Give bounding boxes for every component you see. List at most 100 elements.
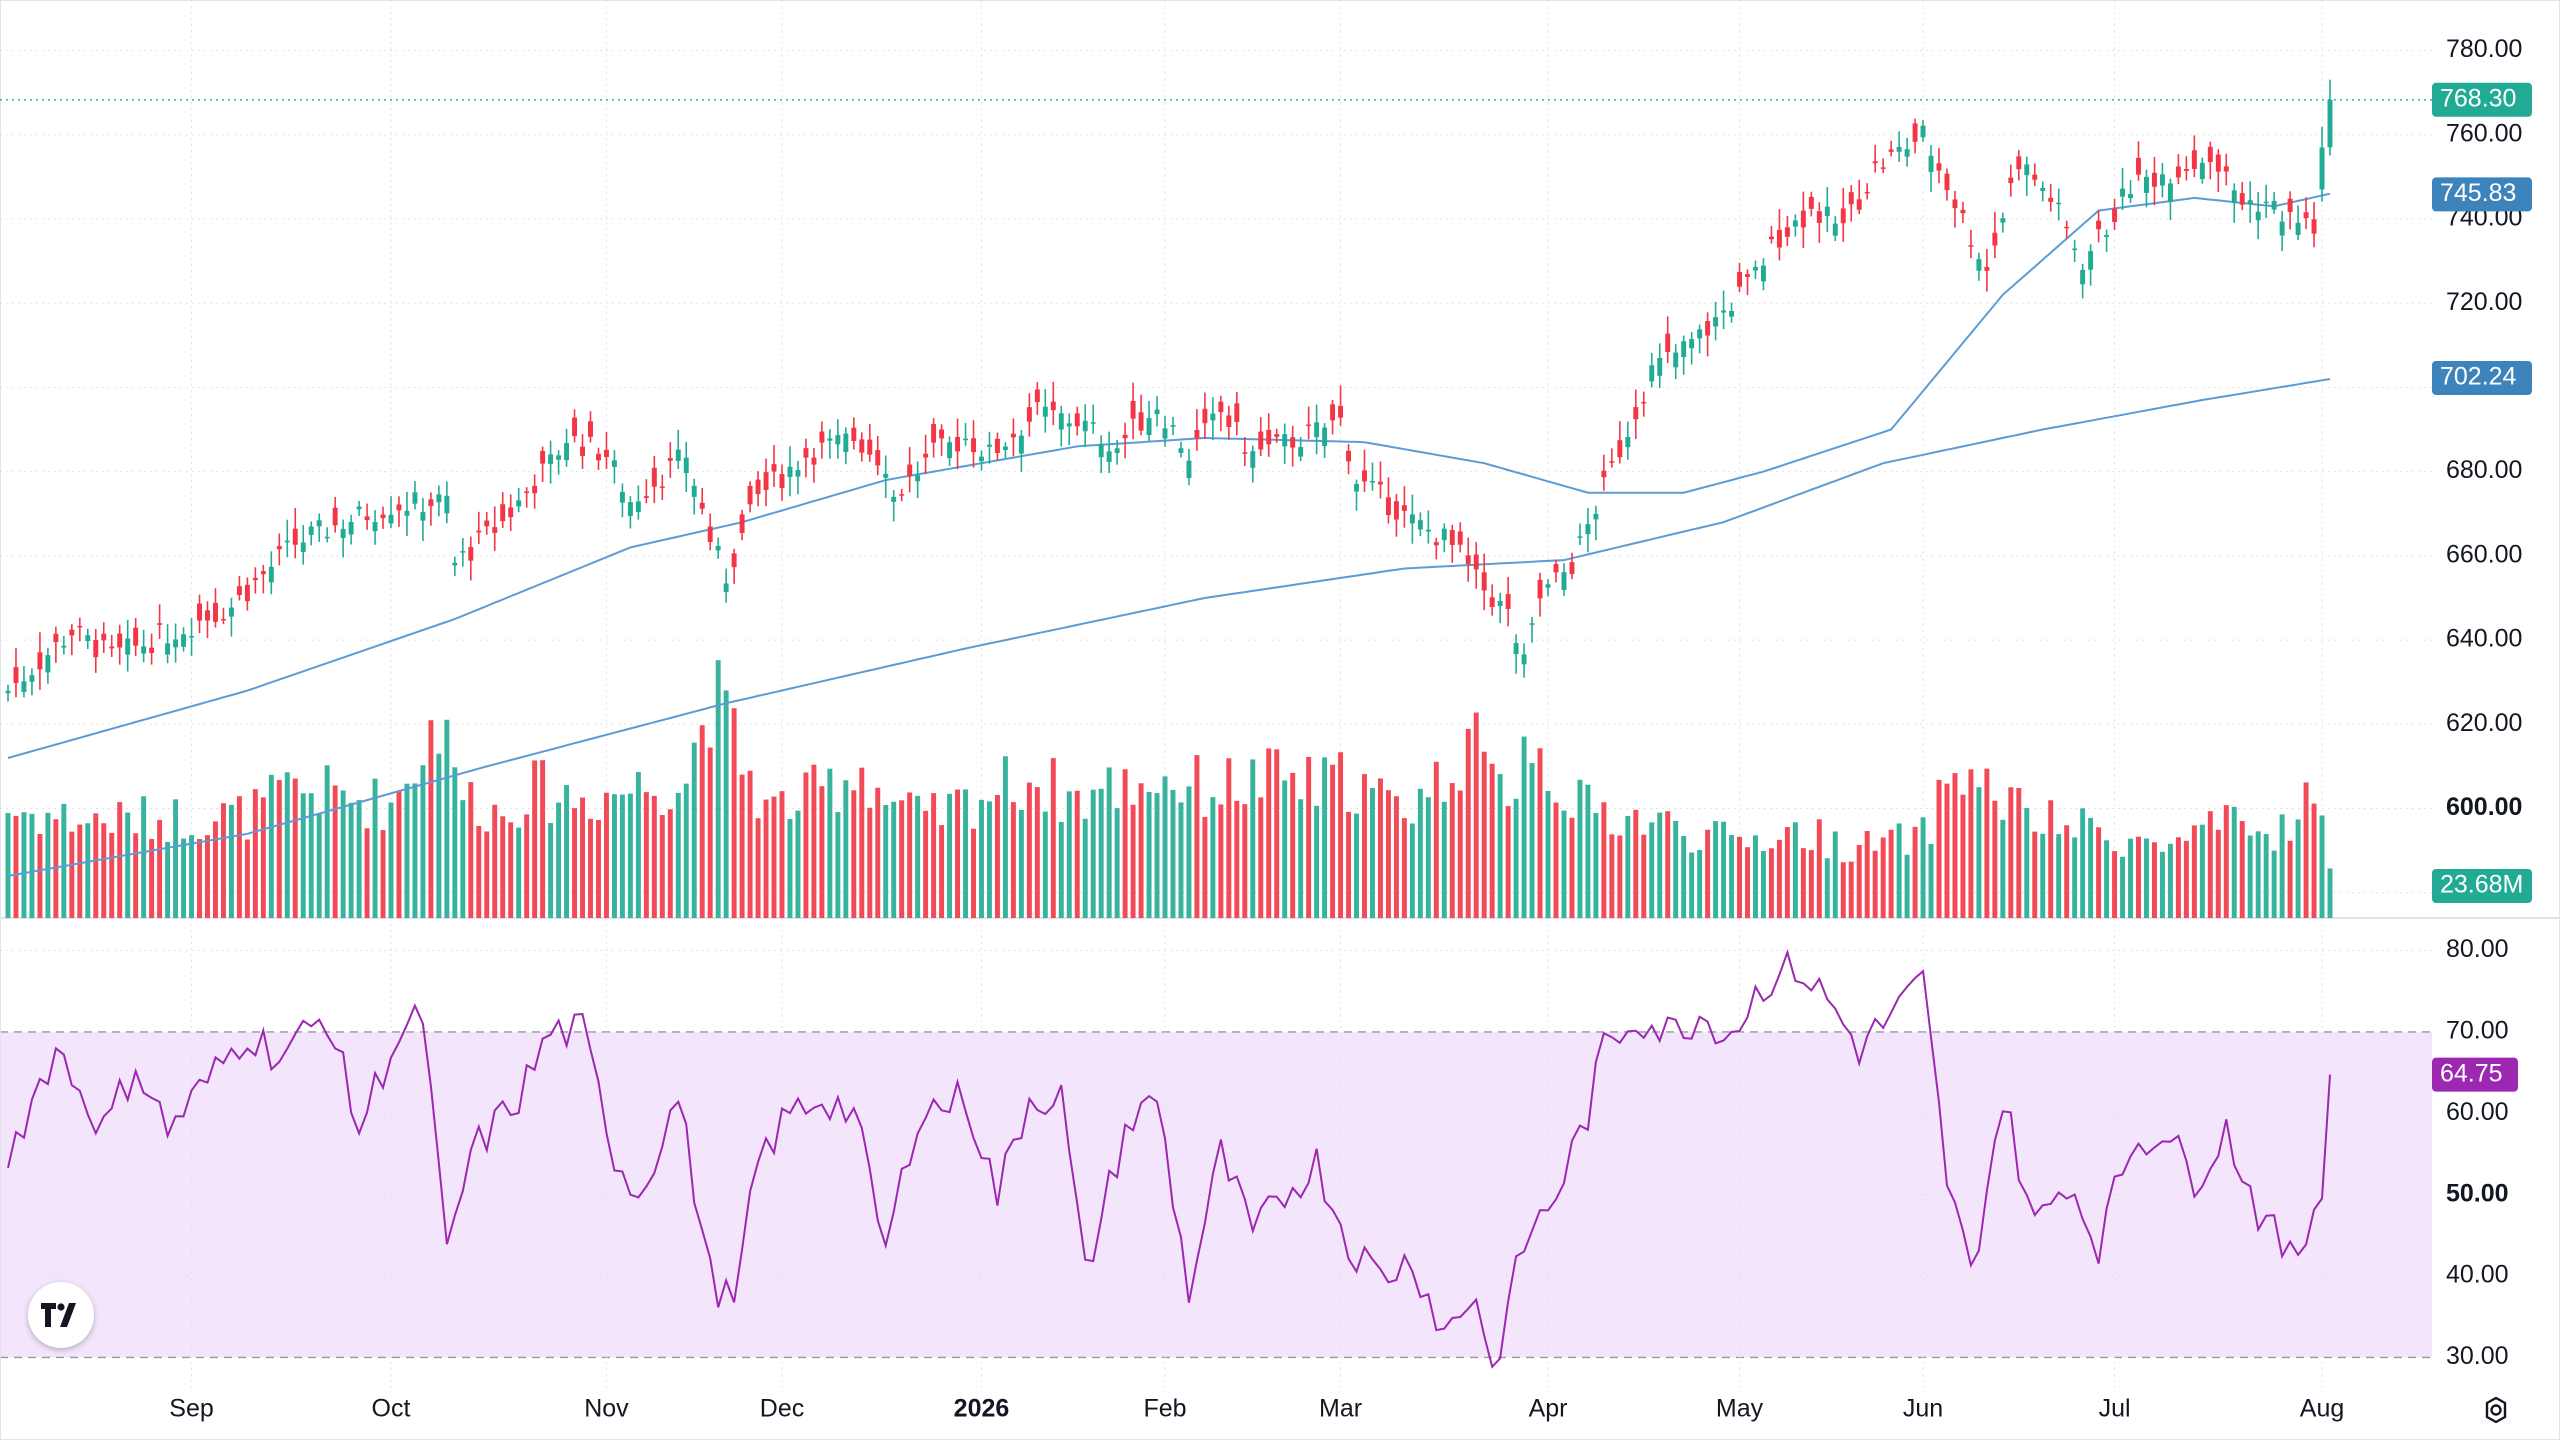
volume-bar xyxy=(1425,797,1431,918)
volume-bar xyxy=(37,833,43,918)
volume-bar xyxy=(1960,794,1966,918)
rsi-layer xyxy=(7,948,2331,1369)
volume-bar xyxy=(2048,800,2054,918)
candle-body xyxy=(859,439,865,453)
volume-bar xyxy=(1601,802,1607,918)
candle-body xyxy=(1569,562,1575,574)
volume-bar xyxy=(2008,787,2014,918)
volume-bar xyxy=(923,810,929,918)
candle-body xyxy=(1226,415,1232,427)
volume-bar xyxy=(2255,831,2261,918)
volume-layer xyxy=(5,660,2333,918)
candle-body xyxy=(396,504,402,511)
candle-body xyxy=(915,475,921,482)
volume-bar xyxy=(21,812,27,918)
candle-body xyxy=(340,528,346,539)
candle-body xyxy=(1489,597,1495,607)
candle-body xyxy=(109,646,115,649)
candle-body xyxy=(1162,428,1168,439)
volume-bar xyxy=(2279,814,2285,918)
gear-icon[interactable] xyxy=(2476,1390,2516,1430)
volume-bar xyxy=(1050,758,1056,918)
volume-bar xyxy=(771,796,777,918)
candle-body xyxy=(1713,317,1719,327)
candle-body xyxy=(771,464,777,472)
volume-bar xyxy=(1561,810,1567,918)
candle-body xyxy=(715,545,721,551)
candle-body xyxy=(1433,542,1439,546)
volume-bar xyxy=(364,828,370,918)
candle-body xyxy=(1840,208,1846,224)
volume-bar xyxy=(1681,835,1687,918)
candle-body xyxy=(1537,579,1543,599)
volume-bar xyxy=(1465,728,1471,918)
candle-body xyxy=(1385,497,1391,516)
volume-bar xyxy=(2096,827,2102,918)
candle-body xyxy=(228,607,234,617)
badge-label: 745.83 xyxy=(2440,179,2516,207)
candle-body xyxy=(1784,227,1790,237)
time-axis-label: 2026 xyxy=(954,1395,1010,1423)
price-tick-label: 760.00 xyxy=(2446,119,2522,147)
volume-bar xyxy=(436,753,442,918)
candle-body xyxy=(1050,401,1056,411)
candle-body xyxy=(2311,219,2317,234)
candle-body xyxy=(603,449,609,457)
candle-body xyxy=(476,530,482,533)
candle-body xyxy=(1282,434,1288,447)
volume-bar xyxy=(205,835,210,918)
volume-bar xyxy=(1625,815,1631,918)
candle-body xyxy=(899,494,905,496)
candle-body xyxy=(763,472,769,491)
candle-body xyxy=(1090,422,1096,424)
volume-bar xyxy=(915,795,921,918)
candle-body xyxy=(1697,329,1703,339)
volume-bar xyxy=(2000,819,2006,918)
volume-bar xyxy=(907,792,913,918)
volume-bar xyxy=(2311,803,2317,918)
candle-body xyxy=(2136,157,2141,175)
volume-bar xyxy=(452,767,458,918)
volume-bar xyxy=(556,802,562,918)
rsi-badge: 64.75 xyxy=(2432,1057,2518,1092)
volume-bar xyxy=(1824,858,1830,918)
candle-body xyxy=(1401,505,1407,511)
volume-bar xyxy=(61,803,67,918)
volume-bar xyxy=(252,789,258,918)
rsi-tick-label: 30.00 xyxy=(2446,1342,2509,1370)
candle-body xyxy=(2303,212,2309,219)
tradingview-logo-icon[interactable] xyxy=(28,1282,94,1348)
candle-body xyxy=(1274,434,1280,437)
candle-body xyxy=(1673,352,1679,368)
volume-bar xyxy=(1928,843,1934,918)
volume-bar xyxy=(1298,799,1304,918)
candle-body xyxy=(348,522,354,535)
time-axis-label: Jun xyxy=(1903,1395,1943,1423)
candle-body xyxy=(596,453,601,461)
volume-bar xyxy=(627,793,633,918)
volume-bar xyxy=(2167,843,2173,918)
volume-bar xyxy=(1784,827,1790,918)
volume-bar xyxy=(1880,837,1886,918)
volume-bar xyxy=(1258,797,1264,918)
candle-body xyxy=(1306,424,1312,427)
candle-body xyxy=(2040,187,2046,191)
candle-body xyxy=(1689,339,1695,349)
volume-bar xyxy=(851,790,857,918)
volume-bar xyxy=(986,801,992,918)
volume-bar xyxy=(109,832,115,918)
candle-body xyxy=(1018,435,1024,454)
volume-bar xyxy=(1457,790,1463,918)
volume-bar xyxy=(1186,786,1192,918)
volume-bar xyxy=(747,770,753,918)
volume-bar xyxy=(1673,820,1679,918)
volume-bar xyxy=(2183,840,2189,918)
volume-bar xyxy=(2191,825,2197,918)
volume-bar xyxy=(1856,844,1862,918)
candle-body xyxy=(883,473,889,478)
volume-bar xyxy=(1417,788,1423,918)
candle-body xyxy=(827,438,833,441)
candle-body xyxy=(675,449,681,461)
volume-bar xyxy=(1529,763,1535,918)
